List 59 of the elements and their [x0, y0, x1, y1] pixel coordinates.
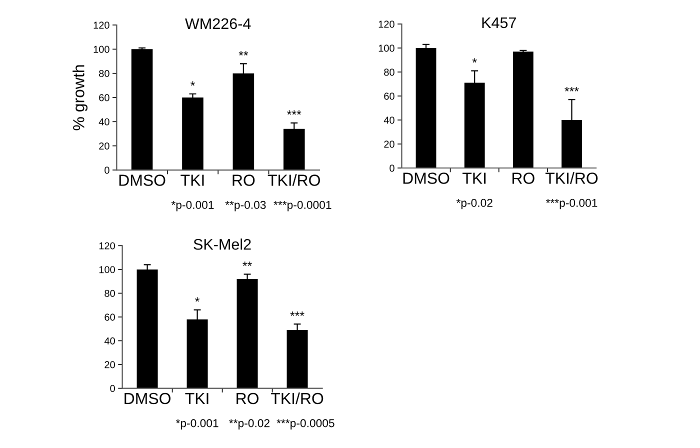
annotation: ***	[564, 87, 579, 92]
y-tick-label: 80	[104, 290, 115, 297]
y-axis-title: % growth	[72, 65, 88, 130]
text: ***p-0.0001	[274, 200, 332, 212]
annotation: ***	[290, 312, 304, 316]
bar	[136, 269, 158, 388]
x-tick-label: TKI/RO	[268, 174, 320, 186]
x-tick-label: RO	[236, 392, 258, 404]
x-tick-label: RO	[232, 174, 255, 186]
text: ***p-0.0005	[276, 419, 334, 430]
bar	[416, 48, 436, 168]
text: *p-0.02	[456, 198, 492, 210]
y-tick-label: 100	[99, 266, 115, 274]
annotation: *	[195, 297, 200, 302]
text: *p-0.001	[171, 200, 214, 212]
y-tick-label: 0	[110, 384, 115, 392]
text: ***p-0.001	[546, 198, 598, 210]
text: **p-0.03	[225, 200, 266, 212]
annotation: *	[472, 58, 477, 63]
chart-title: K457	[482, 17, 516, 28]
y-tick-label: 40	[104, 337, 115, 344]
x-tick-label: DMSO	[119, 174, 166, 186]
y-tick-label: 100	[94, 46, 110, 53]
y-tick-label: 20	[384, 140, 394, 148]
x-tick-label: TKI	[180, 174, 204, 186]
text: **p-0.02	[229, 419, 270, 430]
x-tick-label: TKI/RO	[546, 172, 598, 184]
y-tick-label: 20	[99, 142, 110, 150]
y-tick-label: 0	[104, 166, 110, 174]
y-tick-label: 20	[104, 361, 115, 368]
y-tick-label: 120	[94, 22, 110, 29]
x-tick-label: TKI	[462, 172, 486, 184]
y-tick-label: 40	[384, 116, 394, 124]
y-tick-label: 60	[104, 314, 115, 321]
x-tick-label: TKI/RO	[271, 392, 324, 404]
x-tick-label: TKI	[185, 393, 208, 404]
annotation: **	[242, 262, 252, 266]
bar	[131, 49, 153, 170]
bar	[512, 52, 534, 168]
y-tick-label: 0	[390, 164, 394, 172]
bar	[236, 278, 258, 388]
y-tick-label: 40	[98, 118, 110, 126]
annotation: **	[238, 51, 248, 56]
y-tick-label: 60	[384, 92, 394, 100]
x-tick-label: DMSO	[403, 172, 450, 184]
x-tick-label: DMSO	[124, 392, 170, 404]
annotation: ***	[287, 110, 302, 115]
text: *p-0.001	[176, 419, 218, 430]
y-tick-label: 80	[384, 68, 394, 76]
y-tick-label: 120	[99, 242, 115, 250]
x-tick-label: RO	[512, 172, 534, 184]
bar	[182, 98, 204, 170]
y-tick-label: 60	[99, 94, 110, 102]
chart-title: SK-Mel2	[194, 238, 251, 250]
chart-title: WM226-4	[185, 18, 251, 30]
y-tick-label: 120	[378, 20, 394, 28]
y-tick-label: 80	[99, 70, 110, 78]
y-tick-label: 100	[378, 44, 394, 52]
annotation: *	[190, 81, 195, 86]
